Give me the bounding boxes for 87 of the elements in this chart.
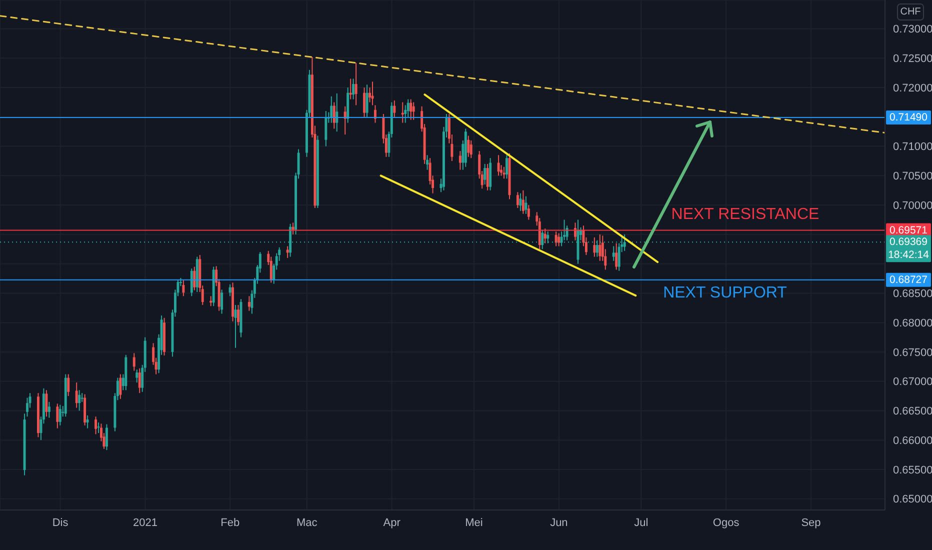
- candlestick: [336, 92, 338, 132]
- y-tick-label: 0.67500: [893, 346, 932, 359]
- candlestick: [593, 236, 596, 258]
- candlestick: [524, 196, 528, 214]
- candlestick: [527, 204, 530, 220]
- annotation: NEXT RESISTANCE: [671, 206, 820, 223]
- x-tick-label: Mei: [465, 516, 483, 529]
- candlestick: [136, 369, 138, 383]
- candlestick: [86, 414, 89, 429]
- y-tick-label: 0.70500: [893, 170, 932, 183]
- y-tick-label: 0.65500: [893, 464, 932, 476]
- ref-line-label: 0.71490: [890, 112, 928, 124]
- candlestick: [554, 231, 558, 247]
- candlestick: [228, 284, 232, 297]
- y-tick-label: 0.72500: [893, 53, 932, 66]
- x-tick-label: Apr: [383, 516, 401, 529]
- candlestick: [426, 154, 429, 170]
- candlestick: [94, 416, 97, 435]
- candlestick: [484, 163, 486, 185]
- y-axis-title: CHF: [900, 6, 921, 18]
- y-tick-label: 0.67000: [893, 376, 932, 388]
- candlestick: [486, 163, 489, 191]
- candlestick: [182, 280, 185, 297]
- y-tick-label: 0.70000: [893, 200, 932, 212]
- candlestick: [190, 268, 193, 297]
- candlestick: [574, 222, 576, 241]
- candlestick: [26, 397, 28, 418]
- y-tick-label: 0.66000: [893, 434, 932, 447]
- x-tick-label: Jun: [550, 516, 568, 529]
- candlestick: [393, 100, 396, 118]
- candlestick: [248, 296, 250, 312]
- candlestick: [410, 98, 412, 120]
- ref-line-label: 0.69571: [890, 224, 928, 236]
- x-tick-label: Jul: [634, 516, 648, 529]
- candlestick: [220, 289, 224, 314]
- candlestick: [470, 140, 472, 159]
- ref-line-label: 0.69369: [890, 236, 928, 248]
- candlestick: [56, 403, 59, 429]
- candlestick: [48, 401, 50, 418]
- candlestick: [78, 390, 81, 412]
- candlestick: [324, 110, 328, 147]
- x-tick-label: Ogos: [712, 516, 740, 529]
- candlestick: [352, 78, 355, 100]
- candlestick: [332, 102, 336, 130]
- candlestick: [412, 102, 415, 120]
- x-tick-label: Dis: [52, 516, 69, 529]
- candlestick: [458, 150, 462, 170]
- y-tick-label: 0.65000: [893, 494, 932, 506]
- annotation: NEXT SUPPORT: [663, 284, 788, 302]
- x-tick-label: Sep: [801, 516, 821, 529]
- candlestick: [516, 192, 519, 208]
- candlestick: [544, 228, 546, 244]
- candlestick: [612, 246, 615, 262]
- candlestick: [558, 232, 560, 247]
- candlestick: [132, 352, 136, 372]
- candlestick: [138, 368, 141, 394]
- candlestick: [522, 190, 524, 214]
- x-tick-label: Feb: [220, 516, 240, 529]
- candlestick: [497, 154, 500, 176]
- y-tick-label: 0.68500: [893, 288, 932, 300]
- candlestick: [519, 192, 522, 212]
- y-tick-label: 0.68000: [893, 317, 932, 330]
- y-tick-label: 0.72000: [893, 82, 932, 94]
- candlestick: [105, 424, 108, 451]
- candlestick: [330, 96, 333, 124]
- candlestick: [467, 135, 470, 158]
- candlestick: [506, 154, 508, 180]
- candlestick: [119, 374, 122, 400]
- candlestick: [193, 266, 196, 291]
- x-tick-label: 2021: [132, 516, 158, 529]
- candlestick: [237, 304, 240, 326]
- candlestick: [502, 166, 506, 180]
- candlestick: [58, 404, 62, 426]
- ref-line-label: 0.68727: [890, 274, 928, 286]
- candlestick: [286, 246, 289, 258]
- candlestick: [67, 374, 70, 397]
- candlestick: [354, 62, 358, 106]
- y-tick-label: 0.73000: [893, 24, 932, 36]
- candlestick: [615, 242, 618, 270]
- candlestick: [75, 382, 78, 408]
- y-tick-label: 0.66500: [893, 406, 932, 418]
- candlestick: [363, 87, 366, 118]
- text: 18:42:14: [888, 249, 930, 262]
- y-tick-label: 0.71000: [893, 141, 932, 154]
- x-tick-label: Mac: [296, 516, 318, 529]
- candlestick: [45, 390, 48, 418]
- candlestick: [598, 234, 602, 262]
